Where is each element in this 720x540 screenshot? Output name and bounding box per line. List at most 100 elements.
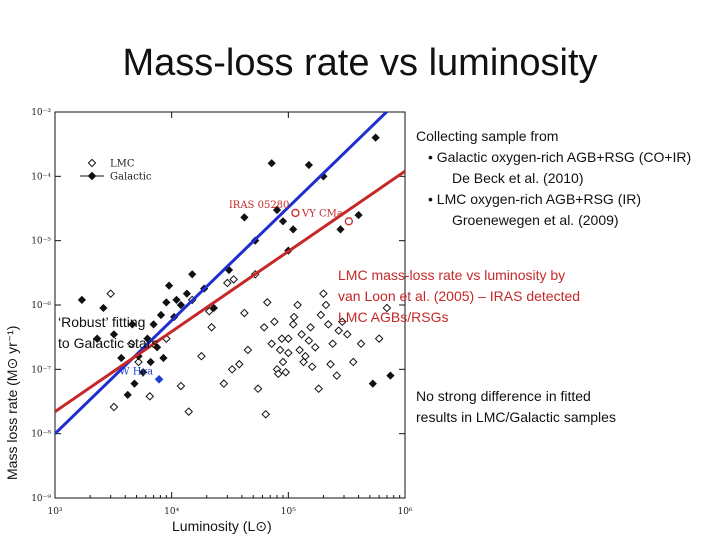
galactic-data-point: [278, 217, 288, 226]
galactic-data-point: [162, 298, 171, 307]
bullet-galactic: • Galactic oxygen-rich AGB+RSG (CO+IR): [428, 149, 692, 165]
lmc-data-point: [273, 369, 283, 379]
lmc-data-point: [284, 334, 293, 343]
lmc-data-point: [332, 371, 342, 380]
bullet-lmc: • LMC oxygen-rich AGB+RSG (IR): [428, 191, 642, 207]
lmc-data-point: [259, 323, 269, 332]
lmc-data-point: [306, 323, 315, 332]
lmc-data-point: [109, 402, 119, 412]
y-axis-label: Mass loss rate (M⊙ yr⁻¹): [4, 325, 20, 480]
galactic-data-point: [156, 310, 166, 320]
lmc-note-line-2: van Loon et al. (2005) – IRAS detected: [338, 288, 581, 304]
galactic-data-point: [128, 320, 137, 329]
lmc-data-point: [314, 384, 323, 394]
lmc-data-point: [262, 298, 272, 307]
robust-note-line-1: ‘Robust’ fitting: [58, 314, 146, 330]
comparison-note-line-2: results in LMC/Galactic samples: [416, 409, 616, 425]
lmc-data-point: [310, 342, 320, 352]
collecting-note: Collecting sample from: [416, 128, 559, 144]
lmc-note-line-3: LMC AGBs/RSGs: [338, 309, 449, 325]
galactic-data-point: [123, 390, 132, 400]
lmc-data-point: [321, 300, 331, 310]
lmc-data-point: [134, 357, 143, 367]
lmc-data-point: [304, 336, 314, 345]
point-annotation: IRAS 05280: [229, 200, 290, 211]
red-fit-line: [55, 170, 405, 413]
galactic-data-point: [109, 330, 119, 339]
legend-marker: [87, 171, 97, 181]
y-tick-label: 10⁻⁷: [31, 365, 51, 375]
galactic-data-point: [267, 159, 276, 168]
lmc-data-point: [356, 339, 366, 349]
galactic-data-point: [354, 210, 363, 220]
legend-marker: [87, 158, 97, 168]
galactic-data-point: [304, 160, 313, 170]
lmc-data-point: [126, 339, 136, 349]
lmc-fit-note: LMC mass-loss rate vs luminosity by van …: [338, 265, 638, 328]
lmc-data-point: [267, 339, 276, 349]
lmc-data-point: [307, 362, 317, 371]
galactic-data-point: [172, 295, 181, 305]
lmc-data-point: [288, 320, 298, 329]
lmc-data-point: [319, 289, 328, 298]
x-tick-label: 10⁴: [164, 507, 179, 517]
lmc-data-point: [289, 312, 299, 322]
lmc-data-point: [328, 339, 337, 349]
galactic-data-point: [182, 289, 191, 298]
lmc-data-point: [316, 310, 326, 320]
lmc-data-point: [382, 303, 392, 313]
galactic-data-point: [176, 300, 186, 310]
lmc-data-point: [342, 330, 352, 339]
point-annotation: VY CMa: [301, 208, 343, 219]
labelled-point-marker: [291, 208, 300, 218]
galactic-data-point: [152, 343, 162, 352]
galactic-data-point: [149, 320, 158, 329]
galactic-data-point: [99, 303, 108, 313]
lmc-note-line-1: LMC mass-loss rate vs luminosity by: [338, 267, 566, 283]
galactic-data-point: [289, 225, 298, 234]
galactic-data-point: [209, 303, 218, 313]
lmc-data-point: [323, 320, 333, 329]
lmc-data-point: [348, 357, 358, 367]
lmc-data-point: [278, 357, 288, 367]
lmc-data-point: [277, 334, 287, 343]
lmc-data-point: [204, 306, 214, 316]
lmc-data-point: [207, 323, 216, 332]
comparison-note: No strong difference in fitted results i…: [416, 386, 716, 428]
lmc-data-point: [229, 275, 238, 284]
lmc-data-point: [293, 300, 302, 310]
galactic-data-point: [139, 368, 148, 377]
lmc-data-point: [284, 348, 293, 358]
galactic-data-point: [272, 205, 282, 215]
lmc-data-point: [240, 308, 249, 318]
galactic-data-point: [336, 225, 345, 234]
x-tick-label: 10³: [47, 507, 62, 517]
lmc-data-point: [275, 345, 285, 355]
galactic-data-point: [93, 334, 102, 343]
bullet-galactic-ref: De Beck et al. (2010): [452, 170, 584, 186]
lmc-data-point: [281, 367, 291, 377]
galactic-data-point: [159, 353, 168, 363]
galactic-data-point: [146, 357, 155, 367]
y-tick-label: 10⁻⁸: [31, 430, 51, 440]
lmc-data-point: [235, 359, 244, 369]
lmc-data-point: [295, 345, 304, 355]
y-tick-label: 10⁻⁴: [31, 172, 51, 182]
bullet-lmc-ref: Groenewegen et al. (2009): [452, 212, 619, 228]
lmc-data-point: [334, 326, 343, 335]
y-tick-label: 10⁻⁵: [31, 237, 51, 247]
legend-label: LMC: [110, 159, 135, 170]
x-axis-label: Luminosity (L⊙): [172, 518, 272, 534]
comparison-note-line-1: No strong difference in fitted: [416, 388, 591, 404]
x-tick-label: 10⁵: [281, 507, 296, 517]
galactic-data-point: [240, 213, 249, 222]
legend: LMC Galactic: [80, 159, 152, 183]
lmc-data-point: [227, 365, 237, 374]
y-tick-label: 10⁻⁶: [31, 301, 51, 311]
lmc-data-point: [270, 317, 279, 327]
blue-fit-line: [55, 112, 389, 435]
labelled-point-marker: [344, 217, 353, 226]
sample-notes: Collecting sample from • Galactic oxygen…: [416, 126, 716, 231]
galactic-data-point: [368, 379, 377, 388]
